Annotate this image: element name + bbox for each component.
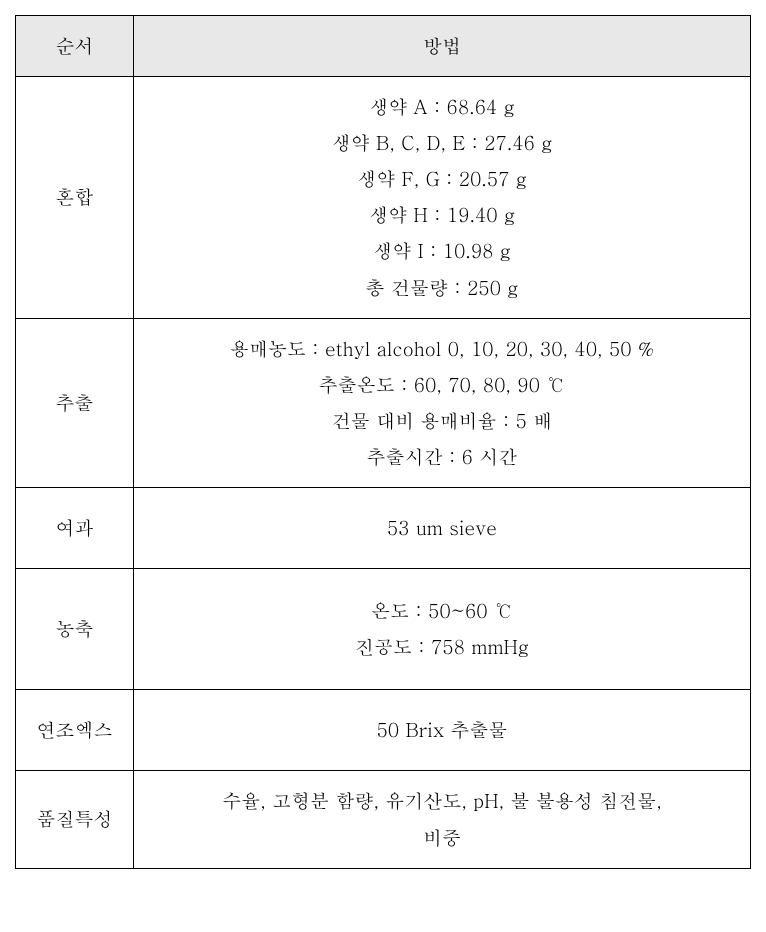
table-row: 농축 온도 : 50~60 ℃ 진공도 : 758 mmHg [16, 569, 751, 690]
row-order-label: 추출 [16, 318, 134, 487]
method-line: 53 um sieve [144, 510, 740, 546]
method-line: 비중 [144, 820, 740, 856]
method-line: 추출시간 : 6 시간 [144, 439, 740, 475]
method-line: 추출온도 : 60, 70, 80, 90 ℃ [144, 367, 740, 403]
method-line: 온도 : 50~60 ℃ [144, 593, 740, 629]
header-method: 방법 [134, 16, 751, 77]
method-line: 총 건물량 : 250 g [144, 270, 740, 306]
method-line: 진공도 : 758 mmHg [144, 629, 740, 665]
table-row: 혼합 생약 A : 68.64 g 생약 B, C, D, E : 27.46 … [16, 77, 751, 319]
row-order-label: 농축 [16, 569, 134, 690]
table-row: 연조엑스 50 Brix 추출물 [16, 690, 751, 771]
row-method-content: 용매농도 : ethyl alcohol 0, 10, 20, 30, 40, … [134, 318, 751, 487]
row-order-label: 혼합 [16, 77, 134, 319]
table-row: 품질특성 수율, 고형분 함량, 유기산도, pH, 불 불용성 침전물, 비중 [16, 771, 751, 868]
row-order-label: 연조엑스 [16, 690, 134, 771]
method-line: 생약 A : 68.64 g [144, 89, 740, 125]
table-row: 여과 53 um sieve [16, 488, 751, 569]
method-line: 용매농도 : ethyl alcohol 0, 10, 20, 30, 40, … [144, 331, 740, 367]
method-line: 생약 B, C, D, E : 27.46 g [144, 125, 740, 161]
table-row: 추출 용매농도 : ethyl alcohol 0, 10, 20, 30, 4… [16, 318, 751, 487]
method-line: 생약 F, G : 20.57 g [144, 161, 740, 197]
table-header-row: 순서 방법 [16, 16, 751, 77]
row-order-label: 품질특성 [16, 771, 134, 868]
row-order-label: 여과 [16, 488, 134, 569]
row-method-content: 53 um sieve [134, 488, 751, 569]
row-method-content: 생약 A : 68.64 g 생약 B, C, D, E : 27.46 g 생… [134, 77, 751, 319]
row-method-content: 수율, 고형분 함량, 유기산도, pH, 불 불용성 침전물, 비중 [134, 771, 751, 868]
method-line: 건물 대비 용매비율 : 5 배 [144, 403, 740, 439]
method-line: 생약 I : 10.98 g [144, 233, 740, 269]
process-table: 순서 방법 혼합 생약 A : 68.64 g 생약 B, C, D, E : … [15, 15, 751, 869]
method-line: 생약 H : 19.40 g [144, 197, 740, 233]
row-method-content: 온도 : 50~60 ℃ 진공도 : 758 mmHg [134, 569, 751, 690]
method-line: 수율, 고형분 함량, 유기산도, pH, 불 불용성 침전물, [144, 783, 740, 819]
header-order: 순서 [16, 16, 134, 77]
row-method-content: 50 Brix 추출물 [134, 690, 751, 771]
method-line: 50 Brix 추출물 [144, 712, 740, 748]
